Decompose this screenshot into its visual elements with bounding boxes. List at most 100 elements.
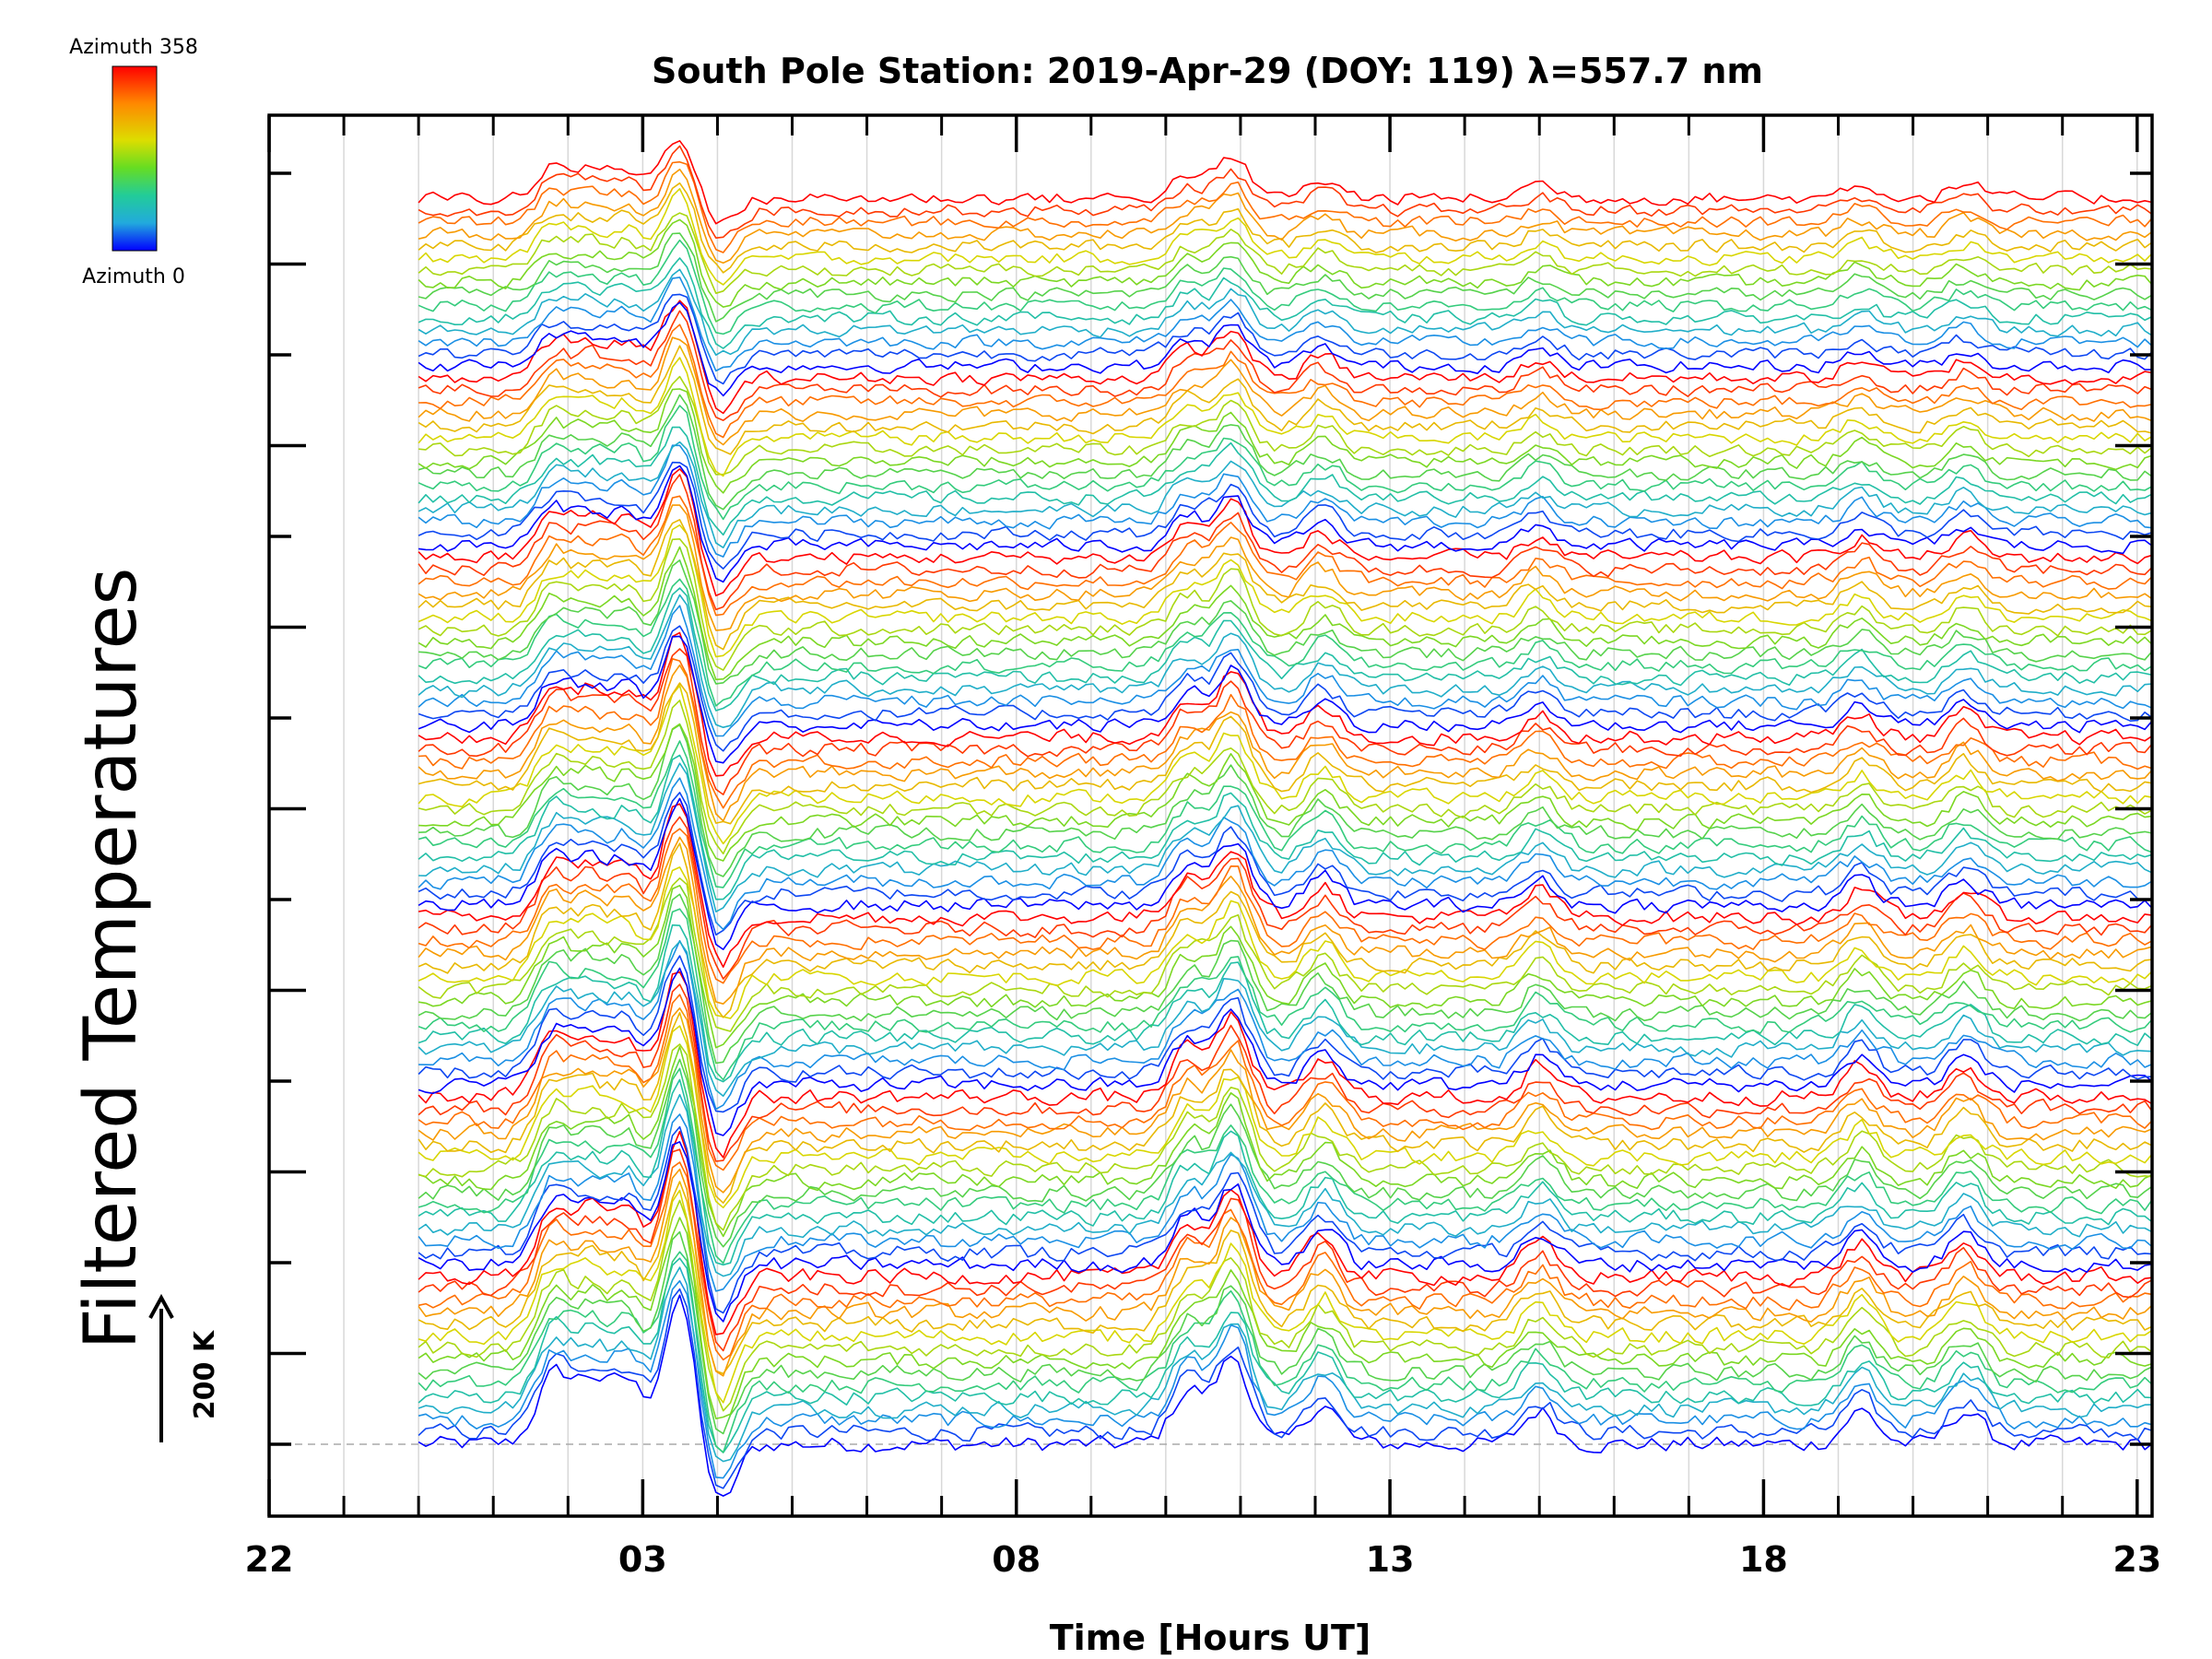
temperature-trace [418, 994, 2153, 1171]
temperature-trace [418, 908, 2153, 1081]
x-axis-label: Time [Hours UT] [1050, 1618, 1371, 1658]
temperature-trace [418, 300, 2153, 415]
temperature-trace [418, 1012, 2153, 1204]
temperature-trace [418, 777, 2153, 931]
temperature-trace [418, 842, 2153, 1018]
temperature-trace [418, 700, 2153, 855]
temperature-trace [418, 955, 2153, 1113]
temperature-trace [418, 605, 2153, 737]
temperature-trace [418, 1025, 2153, 1209]
temperature-trace [418, 546, 2153, 681]
temperature-trace [418, 1266, 2153, 1463]
tick-layer: 22 03 08 13 18 23 [245, 115, 2161, 1580]
temperature-trace [418, 336, 2153, 446]
temperature-trace [418, 324, 2153, 439]
temperature-trace [418, 257, 2153, 349]
temperature-trace [418, 301, 2153, 397]
colorbar-top-label: Azimuth 358 [69, 36, 198, 59]
temperature-trace [418, 1067, 2153, 1265]
temperature-trace [418, 524, 2153, 658]
temperature-trace [418, 971, 2153, 1159]
temperature-trace [418, 1130, 2153, 1335]
temperature-trace [418, 1161, 2153, 1361]
temperature-trace [418, 426, 2153, 536]
x-tick-label: 22 [245, 1539, 294, 1580]
temperature-trace [418, 375, 2153, 476]
temperature-trace [418, 1045, 2153, 1238]
temperature-trace [418, 537, 2153, 671]
temperature-trace [418, 1288, 2153, 1489]
temperature-trace [418, 559, 2153, 685]
temperature-trace [418, 648, 2153, 795]
temperature-trace [418, 797, 2153, 950]
scale-bar-arrowhead [148, 1293, 174, 1319]
temperature-trace [418, 310, 2153, 421]
temperature-trace [418, 145, 2153, 240]
temperature-trace [418, 1007, 2153, 1194]
x-tick-label: 03 [618, 1539, 667, 1580]
temperature-trace [418, 828, 2153, 984]
temperature-trace [418, 394, 2153, 511]
temperature-trace [418, 762, 2153, 913]
temperature-trace [418, 983, 2153, 1162]
temperature-trace [418, 939, 2153, 1111]
temperature-trace [418, 816, 2153, 980]
temperature-trace [418, 740, 2153, 888]
temperature-trace [418, 212, 2153, 295]
temperature-trace [418, 967, 2153, 1136]
temperature-trace [418, 792, 2153, 936]
x-tick-label: 23 [2112, 1539, 2161, 1580]
colorbar [112, 65, 158, 252]
temperature-trace [418, 1093, 2153, 1277]
temperature-trace [418, 685, 2153, 845]
temperature-trace [418, 578, 2153, 707]
temperature-trace [418, 631, 2153, 777]
temperature-trace [418, 664, 2153, 822]
temperature-trace [418, 877, 2153, 1032]
temperature-trace [418, 188, 2153, 286]
temperature-trace [418, 1113, 2153, 1292]
temperature-trace [418, 1148, 2153, 1352]
temperature-trace [418, 1294, 2153, 1497]
temperature-trace [418, 239, 2153, 335]
x-tick-label: 08 [992, 1539, 1041, 1580]
temperature-trace [418, 625, 2153, 752]
temperature-trace [418, 232, 2153, 323]
temperature-trace [418, 168, 2153, 265]
temperature-trace [418, 345, 2153, 455]
temperature-trace [418, 803, 2153, 968]
grid-layer [268, 115, 2138, 1516]
temperature-trace [418, 1217, 2153, 1419]
temperature-trace [418, 1043, 2153, 1231]
temperature-trace [418, 293, 2153, 385]
temperature-trace [418, 1058, 2153, 1248]
temperature-trace [418, 467, 2153, 597]
temperature-trace [418, 461, 2153, 570]
colorbar-bottom-label: Azimuth 0 [82, 265, 185, 288]
scale-bar-label: 200 K [189, 1329, 221, 1419]
temperature-trace [418, 635, 2153, 764]
temperature-trace [418, 357, 2153, 477]
temperature-trace [418, 924, 2153, 1083]
x-tick-label: 18 [1739, 1539, 1788, 1580]
temperature-trace [418, 1189, 2153, 1404]
temperature-trace [418, 1257, 2153, 1453]
temperature-trace [418, 474, 2153, 611]
trace-layer [418, 140, 2153, 1497]
temperature-trace [418, 1125, 2153, 1314]
temperature-trace [418, 724, 2153, 877]
temperature-trace [418, 682, 2153, 825]
temperature-trace [418, 1279, 2153, 1479]
temperature-trace [418, 140, 2153, 225]
temperature-trace [418, 1199, 2153, 1412]
temperature-trace [418, 465, 2153, 583]
temperature-trace [418, 893, 2153, 1065]
temperature-trace [418, 276, 2153, 372]
temperature-trace [418, 441, 2153, 549]
temperature-trace [418, 657, 2153, 809]
temperature-trace [418, 1168, 2153, 1377]
temperature-trace [418, 940, 2153, 1097]
temperature-trace [418, 268, 2153, 357]
temperature-trace [418, 160, 2153, 253]
